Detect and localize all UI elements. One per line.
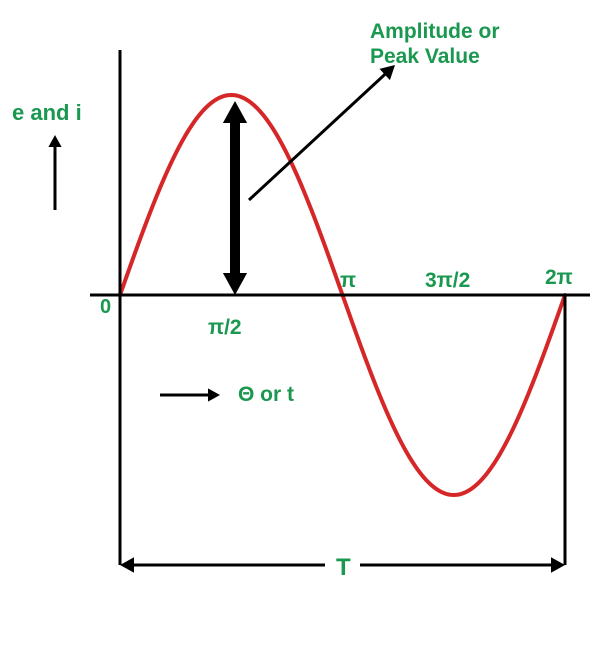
period-label: T bbox=[336, 554, 351, 582]
diagram-svg bbox=[0, 0, 610, 655]
three-pi-half-label: 3π/2 bbox=[425, 269, 470, 293]
amplitude-label-line1: Amplitude or bbox=[370, 20, 500, 44]
diagram-container: Amplitude or Peak Value e and i 0 π/2 π … bbox=[0, 0, 610, 655]
arrowhead-icon bbox=[208, 388, 220, 401]
arrowhead-icon bbox=[48, 135, 61, 147]
arrowhead-icon bbox=[223, 273, 247, 295]
amplitude-pointer bbox=[249, 71, 389, 200]
origin-label: 0 bbox=[100, 296, 111, 319]
two-pi-label: 2π bbox=[545, 266, 573, 290]
arrowhead-icon bbox=[223, 101, 247, 123]
arrowhead-icon bbox=[120, 557, 134, 572]
amplitude-label-line2: Peak Value bbox=[370, 45, 480, 69]
arrowhead-icon bbox=[551, 557, 565, 572]
y-axis-label: e and i bbox=[12, 100, 82, 126]
pi-label: π bbox=[340, 269, 356, 293]
pi-half-label: π/2 bbox=[208, 316, 242, 340]
theta-label: Θ or t bbox=[238, 383, 294, 407]
